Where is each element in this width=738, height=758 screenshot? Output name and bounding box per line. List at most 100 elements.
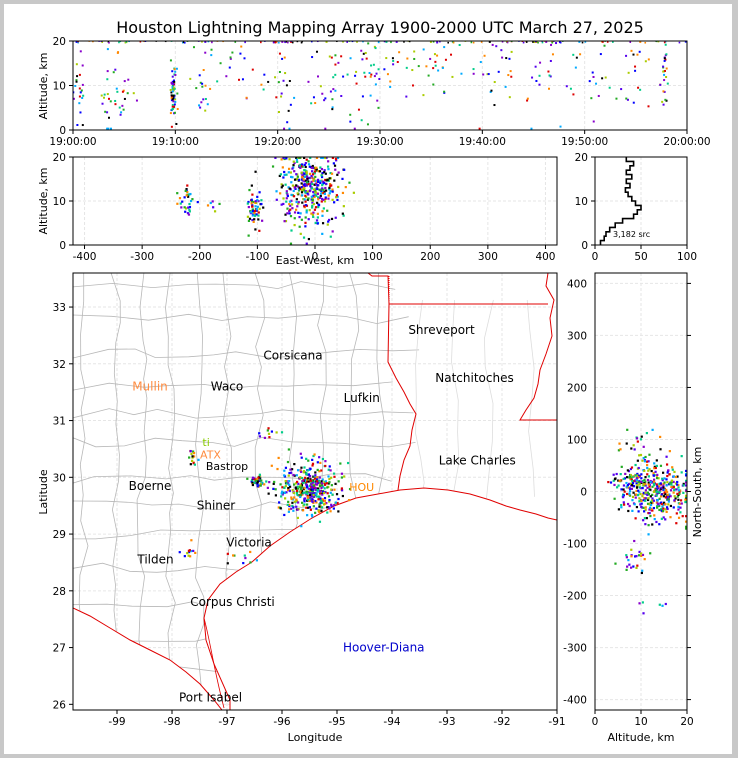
- lightning-source-point: [682, 491, 685, 494]
- lightning-source-point: [636, 485, 639, 488]
- lightning-source-point: [246, 215, 250, 218]
- lightning-source-point: [635, 566, 638, 569]
- lightning-source-point: [327, 197, 330, 200]
- lightning-source-point: [595, 82, 598, 85]
- lightning-source-point: [272, 487, 275, 490]
- lightning-source-point: [451, 75, 454, 78]
- lightning-source-point: [331, 108, 334, 111]
- lightning-source-point: [226, 552, 229, 555]
- lightning-source-point: [298, 157, 301, 159]
- lightning-source-point: [635, 505, 639, 509]
- lightning-source-point: [288, 508, 291, 511]
- lightning-source-point: [330, 172, 334, 175]
- lightning-source-point: [639, 438, 643, 441]
- lightning-source-point: [344, 185, 347, 189]
- lightning-source-point: [296, 485, 299, 488]
- lightning-source-point: [665, 510, 668, 514]
- lightning-source-point: [664, 43, 667, 46]
- lightning-source-point: [591, 71, 594, 74]
- lightning-source-point: [669, 495, 672, 498]
- figure-frame: Houston Lightning Mapping Array 1900-200…: [4, 4, 732, 754]
- lightning-source-point: [443, 46, 446, 49]
- lightning-source-point: [305, 181, 309, 184]
- lightning-source-point: [312, 188, 316, 191]
- lightning-source-point: [295, 498, 298, 501]
- lightning-source-point: [280, 186, 283, 189]
- lightning-source-point: [319, 166, 322, 169]
- y-tick-label: -400: [563, 695, 587, 707]
- lightning-source-point: [378, 78, 381, 81]
- lightning-source-point: [304, 204, 308, 207]
- lightning-source-point: [191, 456, 194, 459]
- lightning-source-point: [255, 213, 258, 216]
- lightning-source-point: [296, 516, 299, 520]
- lightning-source-point: [128, 41, 130, 43]
- lightning-source-point: [666, 474, 669, 478]
- lightning-source-point: [317, 498, 320, 501]
- lightning-source-point: [75, 63, 78, 66]
- lightning-source-point: [306, 496, 310, 499]
- lightning-source-point: [326, 506, 329, 509]
- lightning-source-point: [644, 60, 647, 63]
- lightning-source-point: [439, 41, 441, 43]
- lightning-source-point: [569, 87, 572, 90]
- lightning-source-point: [548, 74, 551, 77]
- plan-view-ylabel: Latitude: [37, 469, 50, 515]
- lightning-source-point: [250, 200, 254, 203]
- lightning-source-point: [665, 506, 669, 509]
- lightning-source-point: [278, 501, 281, 504]
- lightning-source-point: [299, 166, 302, 169]
- lightning-source-point: [648, 485, 651, 488]
- lightning-source-point: [645, 517, 648, 520]
- lightning-source-point: [256, 195, 259, 198]
- lightning-source-point: [311, 173, 315, 176]
- lightning-source-point: [301, 188, 304, 191]
- lightning-source-point: [637, 481, 640, 484]
- lightning-source-point: [308, 499, 311, 503]
- lightning-source-point: [256, 485, 259, 488]
- lightning-source-point: [206, 204, 210, 207]
- lightning-source-point: [305, 506, 308, 509]
- lightning-source-point: [458, 44, 461, 47]
- lightning-source-point: [653, 514, 656, 517]
- lightning-source-point: [277, 81, 280, 84]
- lightning-source-point: [658, 603, 661, 606]
- lightning-source-point: [281, 184, 284, 187]
- lightning-source-point: [313, 495, 316, 498]
- lightning-source-point: [491, 43, 494, 46]
- lightning-source-point: [306, 492, 309, 495]
- lightning-source-point: [310, 176, 313, 179]
- lightning-source-point: [324, 196, 327, 199]
- lightning-source-point: [302, 236, 306, 239]
- lightning-source-point: [655, 41, 658, 43]
- lightning-source-point: [323, 483, 327, 486]
- lightning-source-point: [663, 57, 666, 60]
- lightning-source-point: [505, 57, 508, 60]
- lightning-source-point: [326, 209, 329, 212]
- lightning-source-point: [664, 496, 667, 499]
- lightning-source-point: [574, 66, 577, 69]
- lightning-source-point: [253, 212, 256, 215]
- lightning-source-point: [646, 466, 649, 470]
- lightning-source-point: [120, 111, 123, 114]
- lightning-source-point: [285, 190, 288, 193]
- lightning-source-point: [630, 49, 633, 52]
- lightning-source-point: [624, 472, 627, 476]
- lightning-source-point: [284, 183, 287, 186]
- lightning-source-point: [660, 501, 663, 504]
- lightning-source-point: [330, 488, 333, 491]
- lightning-source-point: [617, 449, 621, 452]
- lightning-source-point: [648, 483, 651, 487]
- altitude-ns-xlabel: Altitude, km: [607, 731, 674, 744]
- lightning-source-point: [669, 504, 673, 508]
- lightning-source-point: [218, 202, 221, 206]
- lightning-source-point: [627, 559, 630, 562]
- lightning-source-point: [351, 41, 354, 43]
- lightning-source-point: [650, 507, 653, 511]
- lightning-source-point: [281, 490, 284, 493]
- lightning-source-point: [313, 178, 316, 181]
- lightning-source-point: [318, 196, 322, 199]
- lightning-source-point: [663, 59, 666, 62]
- lightning-source-point: [411, 84, 414, 87]
- lightning-source-point: [374, 47, 377, 50]
